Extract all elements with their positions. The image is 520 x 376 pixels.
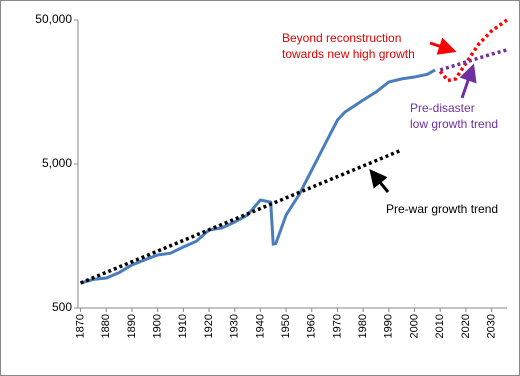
annotation: low growth trend [410, 117, 498, 131]
x-tick-label: 1900 [152, 314, 164, 338]
x-tick-label: 1970 [331, 314, 343, 338]
x-tick-label: 1910 [177, 314, 189, 338]
annotation: Pre-disaster [410, 101, 475, 115]
x-tick-label: 2000 [408, 314, 420, 338]
x-tick-label: 2010 [434, 314, 446, 338]
annotation: towards new high growth [282, 47, 415, 61]
x-tick-label: 1980 [357, 314, 369, 338]
x-tick-label: 1880 [100, 314, 112, 338]
y-tick-label: 5,000 [42, 156, 72, 170]
data-line [79, 148, 403, 285]
x-tick-label: 1890 [126, 314, 138, 338]
arrow [369, 169, 390, 193]
x-tick-label: 1940 [254, 314, 266, 338]
annotation: Beyond reconstruction [282, 31, 401, 45]
annotation: Pre-war growth trend [386, 202, 498, 216]
x-tick-label: 1920 [203, 314, 215, 338]
y-tick-label: 50,000 [35, 12, 72, 26]
data-line [439, 48, 508, 72]
arrow [429, 37, 457, 55]
arrow [459, 63, 477, 99]
x-tick-label: 1960 [306, 314, 318, 338]
x-tick-label: 1950 [280, 314, 292, 338]
x-tick-label: 1930 [229, 314, 241, 338]
x-tick-label: 1870 [74, 314, 86, 338]
x-tick-label: 1990 [383, 314, 395, 338]
data-line [80, 68, 436, 285]
x-tick-label: 2020 [460, 314, 472, 338]
x-tick-label: 2030 [485, 314, 497, 338]
y-tick-label: 500 [52, 300, 72, 314]
